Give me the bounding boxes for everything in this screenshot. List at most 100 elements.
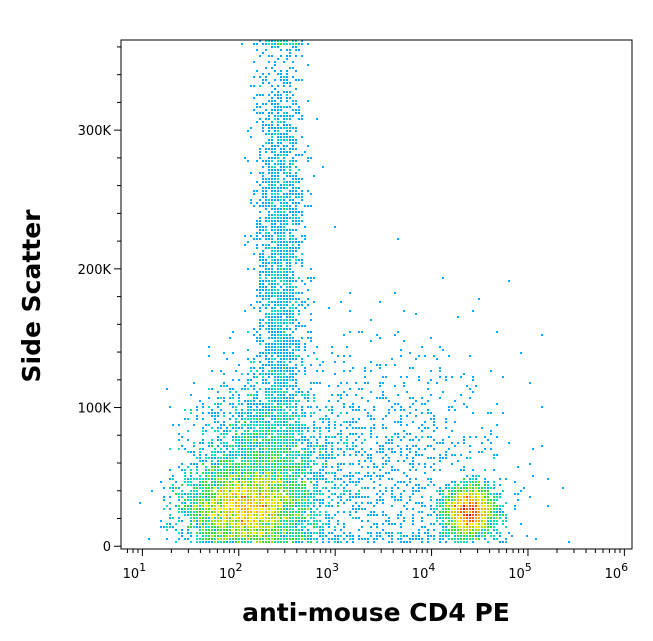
event-dot [292, 526, 294, 528]
event-dot [391, 358, 393, 360]
event-dot [319, 382, 321, 384]
event-dot [280, 364, 282, 366]
event-dot [334, 535, 336, 537]
event-dot [286, 196, 288, 198]
event-dot [277, 298, 279, 300]
event-dot [433, 523, 435, 525]
event-dot [238, 529, 240, 531]
event-dot [241, 478, 243, 480]
event-dot [262, 517, 264, 519]
event-dot [379, 535, 381, 537]
event-dot [385, 463, 387, 465]
event-dot [241, 523, 243, 525]
event-dot [490, 370, 492, 372]
event-dot [295, 88, 297, 90]
event-dot [316, 487, 318, 489]
event-dot [313, 499, 315, 501]
event-dot [442, 490, 444, 492]
event-dot [316, 118, 318, 120]
event-dot [289, 139, 291, 141]
event-dot [262, 481, 264, 483]
event-dot [472, 529, 474, 531]
event-dot [472, 526, 474, 528]
event-dot [193, 520, 195, 522]
event-dot [442, 520, 444, 522]
event-dot [169, 514, 171, 516]
event-dot [472, 508, 474, 510]
event-dot [457, 460, 459, 462]
event-dot [328, 307, 330, 309]
event-dot [469, 502, 471, 504]
event-dot [259, 280, 261, 282]
event-dot [223, 490, 225, 492]
event-dot [193, 424, 195, 426]
event-dot [361, 520, 363, 522]
event-dot [289, 376, 291, 378]
event-dot [427, 445, 429, 447]
event-dot [268, 364, 270, 366]
event-dot [259, 514, 261, 516]
event-dot [319, 478, 321, 480]
event-dot [349, 448, 351, 450]
event-dot [262, 124, 264, 126]
event-dot [478, 529, 480, 531]
event-dot [376, 442, 378, 444]
event-dot [238, 472, 240, 474]
event-dot [277, 424, 279, 426]
event-dot [466, 526, 468, 528]
event-dot [457, 496, 459, 498]
event-dot [274, 241, 276, 243]
event-dot [304, 526, 306, 528]
event-dot [268, 316, 270, 318]
event-dot [424, 466, 426, 468]
event-dot [460, 499, 462, 501]
event-dot [280, 292, 282, 294]
event-dot [451, 499, 453, 501]
event-dot [181, 484, 183, 486]
event-dot [250, 412, 252, 414]
event-dot [277, 502, 279, 504]
event-dot [265, 508, 267, 510]
event-dot [211, 505, 213, 507]
event-dot [229, 472, 231, 474]
event-dot [460, 541, 462, 543]
event-dot [277, 382, 279, 384]
event-dot [235, 532, 237, 534]
event-dot [298, 469, 300, 471]
event-dot [259, 463, 261, 465]
event-dot [373, 541, 375, 543]
event-dot [385, 415, 387, 417]
event-dot [301, 364, 303, 366]
event-dot [217, 406, 219, 408]
event-dot [262, 535, 264, 537]
event-dot [211, 517, 213, 519]
event-dot [334, 373, 336, 375]
event-dot [265, 403, 267, 405]
event-dot [259, 223, 261, 225]
event-dot [469, 511, 471, 513]
event-dot [334, 526, 336, 528]
event-dot [274, 427, 276, 429]
event-dot [280, 241, 282, 243]
event-dot [316, 484, 318, 486]
event-dot [382, 448, 384, 450]
event-dot [223, 487, 225, 489]
event-dot [202, 472, 204, 474]
event-dot [250, 427, 252, 429]
event-dot [253, 238, 255, 240]
event-dot [229, 541, 231, 543]
event-dot [208, 502, 210, 504]
event-dot [370, 433, 372, 435]
event-dot [289, 211, 291, 213]
event-dot [292, 61, 294, 63]
event-dot [403, 520, 405, 522]
event-dot [208, 487, 210, 489]
event-dot [454, 505, 456, 507]
event-dot [223, 508, 225, 510]
event-dot [166, 523, 168, 525]
event-dot [181, 511, 183, 513]
event-dot [451, 529, 453, 531]
event-dot [280, 421, 282, 423]
event-dot [295, 214, 297, 216]
event-dot [205, 538, 207, 540]
